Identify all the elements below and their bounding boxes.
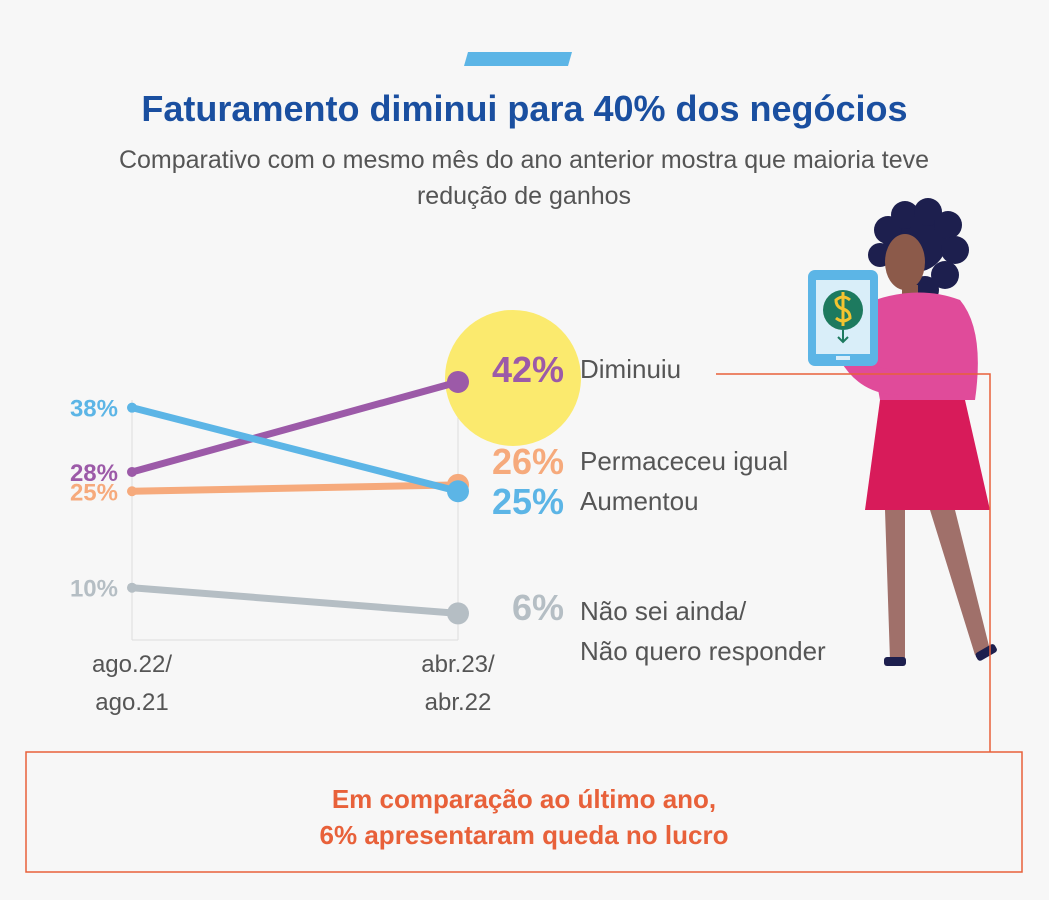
callout-text-line: Em comparação ao último ano,	[332, 784, 716, 814]
value-label: 26%	[492, 441, 564, 482]
value-label: 25%	[492, 481, 564, 522]
illustration	[808, 198, 997, 666]
legend-label: Permaceceu igual	[580, 446, 788, 476]
x-tick-label: ago.22/ago.21	[92, 651, 172, 716]
point	[127, 402, 137, 413]
x-tick-label-line: abr.23/	[421, 651, 495, 678]
series-line	[131, 584, 459, 617]
value-label: 10%	[70, 576, 118, 603]
value-label: 6%	[512, 587, 564, 628]
point	[447, 480, 469, 503]
series-line	[131, 481, 459, 495]
connector-line	[716, 373, 991, 752]
value-label: 25%	[70, 479, 118, 506]
x-tick-label: abr.23/abr.22	[421, 651, 495, 716]
legend-label-line: Não sei ainda/	[580, 596, 747, 626]
legend-label: Não sei ainda/Não quero responder	[580, 596, 826, 666]
legend-label-line: Não quero responder	[580, 636, 826, 666]
value-label: 42%	[492, 349, 564, 390]
series-line	[131, 404, 459, 495]
chart-title: Faturamento diminui para 40% dos negócio…	[141, 88, 908, 129]
x-tick-label-line: ago.22/	[92, 651, 172, 678]
legend-label-line: Aumentou	[580, 486, 699, 516]
series-line	[131, 378, 459, 476]
value-label: 38%	[70, 396, 118, 423]
callout-text-line: 6% apresentaram queda no lucro	[320, 820, 729, 850]
chart-subtitle: Comparativo com o mesmo mês do ano anter…	[118, 146, 930, 210]
legend-label-line: Permaceceu igual	[580, 446, 788, 476]
point	[447, 602, 469, 625]
x-tick-label-line: ago.21	[95, 689, 168, 716]
point	[447, 370, 469, 393]
callout-box	[25, 751, 1023, 873]
legend-label: Diminuiu	[580, 354, 681, 384]
callout-text: 6% apresentaram queda no lucro	[320, 820, 729, 850]
x-tick-label-line: abr.22	[425, 689, 492, 716]
point	[127, 582, 137, 593]
point	[127, 466, 137, 477]
point	[127, 486, 137, 497]
value-label: 28%	[70, 460, 118, 487]
highlight-circle	[445, 309, 581, 446]
legend-label-line: Diminuiu	[580, 354, 681, 384]
decoration-bar	[464, 52, 572, 66]
legend-label: Aumentou	[580, 486, 699, 516]
callout-text: Em comparação ao último ano,	[332, 784, 716, 814]
